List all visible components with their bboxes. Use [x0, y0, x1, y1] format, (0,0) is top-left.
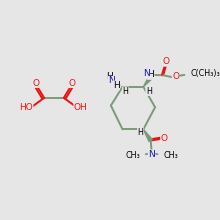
- Text: O: O: [163, 57, 170, 66]
- Text: H: H: [113, 81, 119, 90]
- Text: H: H: [123, 87, 128, 96]
- Text: HO: HO: [19, 103, 33, 112]
- Text: O: O: [33, 79, 40, 88]
- Text: N: N: [148, 150, 155, 159]
- Polygon shape: [143, 129, 152, 141]
- Text: O: O: [68, 79, 75, 88]
- Text: O: O: [172, 72, 179, 81]
- Text: H: H: [146, 86, 152, 95]
- Text: H: H: [138, 128, 143, 137]
- Text: C(CH₃)₃: C(CH₃)₃: [191, 69, 220, 78]
- Text: N: N: [143, 69, 150, 78]
- Text: H: H: [147, 70, 154, 79]
- Text: O: O: [161, 134, 168, 143]
- Text: H: H: [106, 72, 113, 81]
- Text: CH₃: CH₃: [125, 151, 140, 160]
- Polygon shape: [143, 77, 152, 87]
- Text: N: N: [108, 76, 115, 85]
- Text: CH₃: CH₃: [163, 151, 178, 160]
- Text: OH: OH: [74, 103, 88, 112]
